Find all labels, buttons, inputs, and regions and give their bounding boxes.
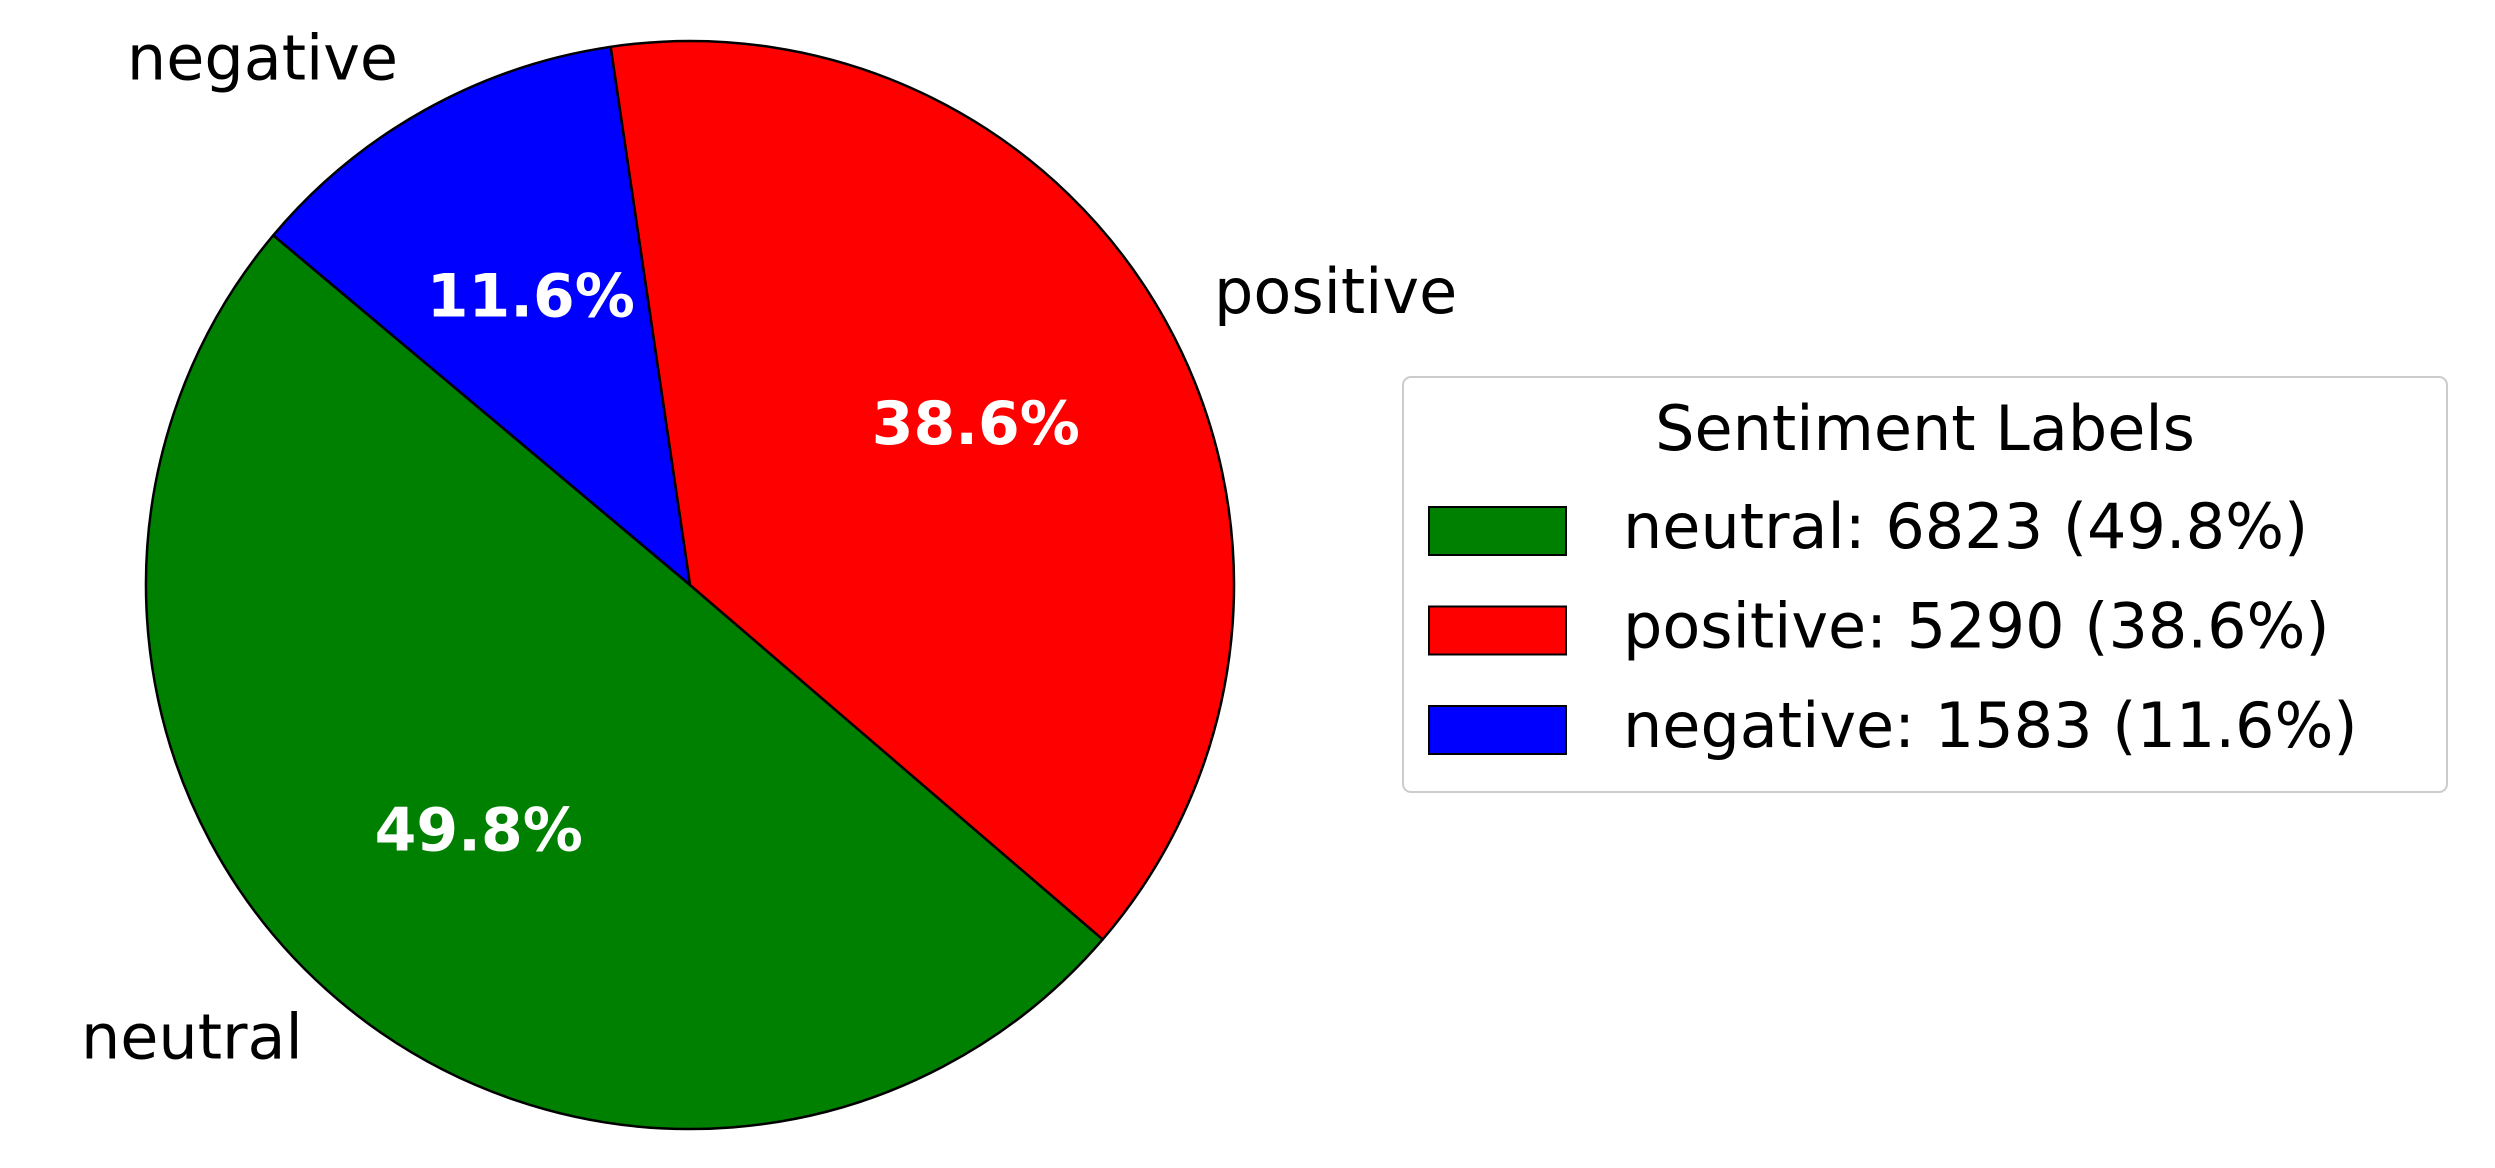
percent-label: 49.8% — [375, 795, 583, 865]
category-label: positive — [1214, 255, 1457, 328]
legend-swatch — [1428, 605, 1567, 656]
legend-swatch — [1428, 506, 1567, 556]
legend-frame — [1402, 376, 2448, 793]
pie-slice — [144, 234, 1104, 1131]
legend: Sentiment Labels neutral: 6823 (49.8%) po… — [1402, 376, 2448, 793]
pie-slice — [272, 45, 692, 587]
legend-title: Sentiment Labels — [1655, 392, 2195, 465]
pie-slice — [609, 39, 1236, 941]
legend-label: positive: 5290 (38.6%) — [1623, 590, 2330, 663]
legend-label: negative: 1583 (11.6%) — [1623, 689, 2358, 762]
legend-swatch — [1428, 705, 1567, 755]
category-label: negative — [127, 22, 398, 95]
percent-label: 11.6% — [427, 262, 635, 332]
pie: neutral 49.8% positive 38.6% negative 11.6% — [81, 22, 1457, 1131]
legend-label: neutral: 6823 (49.8%) — [1623, 490, 2308, 563]
category-label: neutral — [81, 1000, 303, 1073]
percent-label: 38.6% — [872, 389, 1080, 459]
